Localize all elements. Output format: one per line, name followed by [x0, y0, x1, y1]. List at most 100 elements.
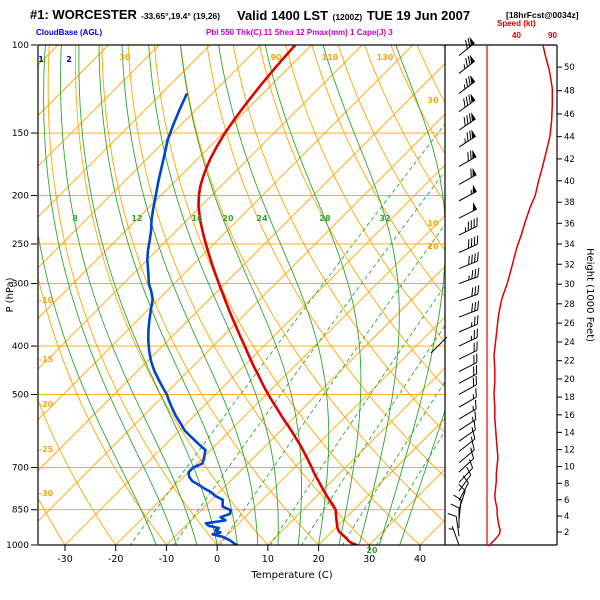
wind-barb-tick — [475, 388, 477, 398]
wind-barb-flag — [470, 93, 476, 103]
wind-barb-column — [447, 36, 480, 546]
wind-barb-halftick — [464, 138, 466, 143]
wind-barb-flag — [470, 75, 475, 85]
gridline-value-label: 10 — [427, 219, 439, 228]
temp-tick-label: -30 — [57, 554, 73, 565]
wind-barb-tick — [463, 98, 466, 108]
mixing-ratio-line — [301, 324, 445, 545]
wind-barb-tick — [467, 37, 471, 47]
mixing-ratio-line — [269, 284, 445, 545]
orange-gridlines — [38, 45, 445, 545]
wind-barb-staff — [458, 260, 478, 270]
gridline-value-label: 20 — [366, 546, 378, 555]
isotherm-line — [38, 45, 211, 218]
wind-barb-halftick — [472, 416, 474, 422]
height-tick-label: 2 — [564, 528, 569, 538]
moist-adiabat — [78, 45, 218, 545]
gridline-value-label: 28 — [319, 214, 331, 223]
moist-adiabat — [218, 45, 330, 545]
wind-barb-halftick — [468, 275, 470, 281]
isotherm-line — [317, 417, 445, 545]
wind-barb-tick — [473, 316, 476, 326]
dry-adiabat — [259, 45, 445, 388]
gridline-value-label: 8 — [72, 214, 78, 223]
wind-barb-tick — [474, 399, 477, 409]
dry-adiabat — [232, 45, 445, 433]
wind-barb-tick — [447, 513, 457, 517]
temp-tick-label: -20 — [108, 554, 124, 565]
wind-barb-staff — [458, 243, 478, 253]
wind-barb-staff — [458, 276, 478, 285]
height-tick-label: 42 — [564, 155, 575, 165]
dry-adiabat — [47, 45, 218, 545]
wind-barb-staff — [458, 384, 477, 395]
wind-barb-tick — [474, 253, 476, 263]
isotherm-line — [165, 265, 445, 545]
height-tick-label: 16 — [564, 411, 575, 421]
speed-tick-40: 40 — [512, 31, 521, 40]
gridline-value-label: 30 — [427, 96, 439, 105]
height-tick-label: 48 — [564, 87, 575, 97]
wind-barb-tick — [468, 113, 472, 123]
dewpoint-curve — [146, 92, 240, 545]
wind-barb-tick — [466, 466, 472, 476]
height-tick-label: 24 — [564, 338, 575, 348]
wind-barb-tick — [471, 287, 474, 297]
wind-barb-staff — [458, 449, 475, 464]
moist-adiabat — [322, 45, 400, 545]
wind-barb-tick — [476, 315, 479, 325]
wind-barb-tick — [465, 78, 469, 88]
wind-barb-tick — [468, 76, 471, 86]
wind-barb-tick — [474, 410, 477, 420]
wind-barb-tick — [465, 57, 469, 67]
pressure-tick-label: 500 — [12, 390, 29, 400]
wind-barb-tick — [450, 503, 460, 509]
wind-barb-tick — [469, 130, 472, 140]
temp-tick-label: 10 — [262, 554, 274, 565]
height-tick-label: 18 — [564, 393, 575, 403]
isotherm-line — [38, 45, 160, 167]
isotherm-line — [38, 45, 363, 370]
wind-barb-halftick — [463, 64, 466, 69]
wind-barb-tick — [466, 115, 469, 125]
wind-barb-staff — [458, 135, 477, 148]
moist-adiabat — [399, 409, 445, 545]
isotherm-line — [64, 164, 445, 545]
speed-curve — [488, 44, 554, 547]
temp-tick-label: -10 — [159, 554, 175, 565]
gridline-value-label: 24 — [256, 214, 268, 223]
wind-barb-staff — [458, 458, 474, 473]
isotherm-line — [38, 45, 262, 269]
height-tick-label: 10 — [564, 463, 575, 473]
wind-barb-tick — [473, 420, 476, 430]
station-coords: -33.65°,19.4° (19,26) — [141, 11, 221, 21]
wind-barb-tick — [467, 152, 469, 162]
wind-barb-tick — [472, 430, 476, 440]
wind-barb-tick — [468, 255, 470, 265]
wind-barb-staff — [458, 293, 478, 302]
cloudbase-label: CloudBase (AGL) — [36, 28, 103, 37]
wind-barb-staff — [458, 429, 476, 442]
height-tick-label: 40 — [564, 177, 575, 187]
gridline-value-label: 30 — [119, 53, 131, 62]
pressure-tick-label: 850 — [12, 506, 29, 516]
wind-barb-flag — [471, 112, 476, 122]
sounding-profiles — [146, 45, 359, 545]
dry-adiabat — [38, 399, 117, 545]
pressure-tick-label: 700 — [12, 464, 29, 474]
dry-adiabat — [206, 45, 445, 478]
dry-adiabat — [285, 45, 445, 343]
height-tick-label: 46 — [564, 110, 575, 120]
wind-barb-tick — [470, 150, 472, 160]
temp-tick-label: 30 — [363, 554, 375, 565]
height-tick-label: 28 — [564, 300, 575, 310]
dry-adiabat — [337, 45, 445, 251]
gridline-value-label: 2 — [66, 55, 72, 64]
temp-tick-label: 20 — [313, 554, 325, 565]
dry-adiabat — [127, 45, 370, 545]
boundary-notch — [430, 336, 448, 354]
